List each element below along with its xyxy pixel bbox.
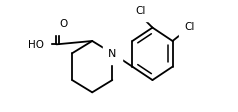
- Text: N: N: [108, 49, 116, 59]
- Text: HO: HO: [28, 40, 44, 50]
- Text: Cl: Cl: [185, 22, 195, 32]
- Text: Cl: Cl: [135, 6, 145, 16]
- Text: O: O: [60, 19, 68, 29]
